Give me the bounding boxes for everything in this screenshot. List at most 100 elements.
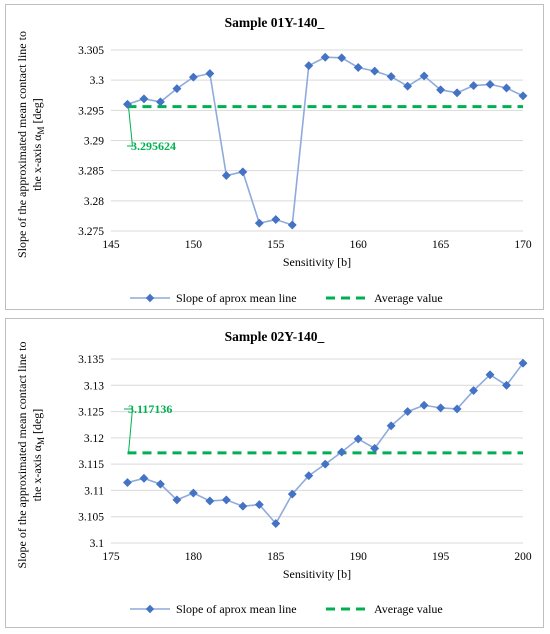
data-point-marker [485, 370, 495, 380]
y-axis-label-line1: Slope of the approximated mean contact l… [15, 31, 29, 258]
y-tick-label: 3.135 [78, 354, 104, 366]
data-point-marker [386, 421, 396, 431]
x-tick-label: 170 [514, 239, 532, 251]
legend-label-average: Average value [374, 291, 443, 305]
data-point-marker [386, 71, 396, 82]
data-point-marker [155, 97, 165, 107]
y-tick-label: 3.12 [84, 433, 104, 445]
data-point-marker [188, 72, 198, 82]
data-point-marker [320, 459, 330, 469]
data-point-marker [238, 167, 248, 177]
x-tick-label: 190 [350, 551, 368, 563]
legend-label-average: Average value [374, 602, 443, 616]
x-tick-label: 145 [102, 239, 120, 251]
data-point-marker [419, 400, 429, 410]
annotation-leader [124, 408, 134, 453]
data-point-marker [353, 62, 363, 73]
data-point-marker [403, 81, 413, 91]
y-axis-label-line2: the x-axis αM [deg] [30, 409, 46, 502]
x-tick-label: 155 [267, 239, 285, 251]
data-point-marker [337, 447, 347, 457]
data-point-marker [304, 471, 314, 481]
data-point-marker [436, 85, 446, 95]
data-point-marker [205, 68, 215, 79]
data-point-marker [353, 434, 363, 444]
annotation-leader [127, 106, 134, 147]
data-series-line [127, 362, 524, 525]
x-tick-label: 195 [432, 551, 450, 563]
data-point-marker [419, 71, 429, 81]
x-tick-label: 185 [267, 551, 285, 563]
y-axis-label-line1: Slope of the approximated mean contact l… [15, 342, 29, 569]
data-point-marker [221, 495, 231, 505]
y-tick-label: 3.305 [78, 45, 104, 57]
data-point-marker [501, 83, 512, 93]
data-point-marker [155, 479, 165, 489]
y-tick-label: 3.275 [78, 226, 104, 238]
legend-label-series: Slope of aprox mean line [176, 602, 297, 616]
data-point-marker [370, 66, 380, 76]
data-point-marker [469, 385, 479, 396]
x-tick-label: 200 [514, 551, 532, 563]
data-point-marker [139, 473, 149, 483]
data-point-marker [221, 170, 231, 181]
x-tick-label: 150 [185, 239, 203, 251]
chart-title: Sample 01Y-140_ [225, 15, 325, 30]
data-point-marker [469, 81, 479, 91]
y-tick-label: 3.105 [78, 512, 104, 524]
data-series-line [127, 56, 524, 227]
data-point-marker [403, 407, 413, 417]
y-tick-label: 3.13 [84, 380, 104, 392]
data-point-marker [122, 99, 133, 109]
y-tick-label: 3.125 [78, 407, 104, 419]
data-point-marker [436, 403, 446, 413]
data-point-marker [287, 220, 297, 230]
average-value-label: 3.295624 [131, 139, 176, 153]
y-tick-label: 3.28 [84, 196, 104, 208]
legend-marker-swatch [145, 604, 155, 614]
data-point-marker [320, 52, 330, 62]
x-tick-label: 165 [432, 239, 450, 251]
data-point-marker [271, 518, 281, 529]
y-axis-label: Slope of the approximated mean contact l… [15, 31, 46, 258]
y-tick-label: 3.29 [84, 136, 104, 148]
data-point-marker [370, 443, 380, 453]
chart-title: Sample 02Y-140_ [225, 329, 325, 344]
data-point-marker [452, 404, 462, 414]
chart-2: Sample 02Y-140_ 3.1 3.105 3.11 3.115 3.12 3.12… [15, 329, 532, 616]
x-axis-label: Sensitivity [b] [283, 255, 351, 269]
x-axis-label: Sensitivity [b] [283, 567, 351, 581]
data-point-marker [452, 88, 462, 98]
y-axis-label: Slope of the approximated mean contact l… [15, 342, 46, 569]
legend-label-series: Slope of aprox mean line [176, 291, 297, 305]
data-point-marker [188, 488, 198, 498]
chart-panel-2: Sample 02Y-140_ 3.1 3.105 3.11 3.115 3.12 3.12… [5, 318, 544, 628]
data-point-marker [139, 94, 149, 104]
y-tick-label: 3.115 [79, 459, 105, 471]
data-point-marker [122, 477, 133, 488]
chart-panel-1: Sample 01Y-140_ 3.275 3.28 3.285 3.29 3.295 3.… [5, 4, 544, 310]
data-point-marker [205, 496, 215, 506]
data-point-marker [172, 495, 182, 505]
data-point-marker [304, 61, 314, 71]
data-point-marker [501, 380, 512, 390]
data-point-marker [271, 214, 281, 225]
data-point-marker [172, 84, 182, 94]
chart-1: Sample 01Y-140_ 3.275 3.28 3.285 3.29 3.295 3.… [15, 15, 532, 305]
data-point-marker [254, 500, 264, 510]
y-tick-label: 3.1 [90, 538, 105, 550]
data-point-marker [287, 489, 297, 499]
data-point-marker [337, 53, 347, 63]
data-point-marker [238, 501, 248, 511]
data-point-marker [518, 91, 528, 101]
y-tick-label: 3.11 [84, 485, 104, 497]
x-tick-label: 175 [102, 551, 120, 563]
x-tick-label: 160 [350, 239, 368, 251]
data-point-marker [254, 218, 264, 228]
x-tick-label: 180 [185, 551, 203, 563]
y-tick-label: 3.3 [90, 75, 105, 87]
y-tick-label: 3.295 [78, 105, 104, 117]
data-point-marker [518, 358, 528, 368]
y-tick-label: 3.285 [78, 166, 104, 178]
average-value-label: 3.117136 [128, 402, 172, 416]
